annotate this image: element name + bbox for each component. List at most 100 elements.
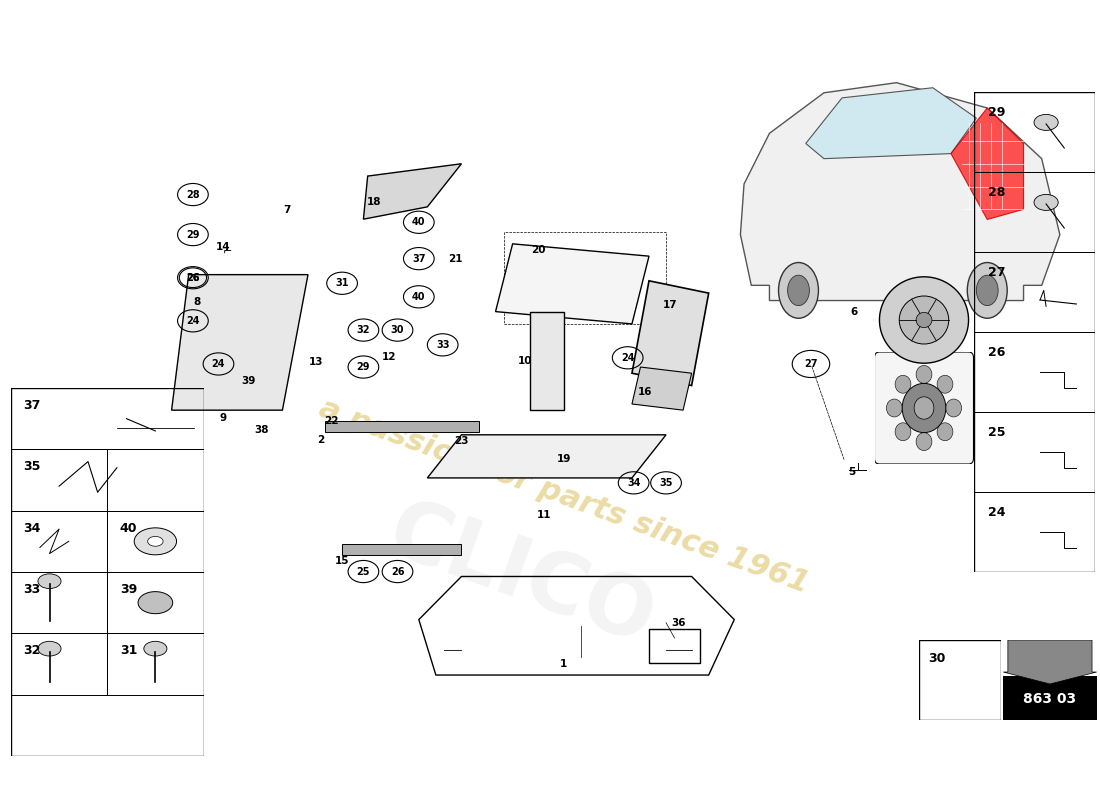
Circle shape [916, 433, 932, 450]
Circle shape [895, 375, 911, 394]
Circle shape [788, 275, 810, 306]
Text: 29: 29 [988, 106, 1005, 119]
Text: 26: 26 [186, 273, 200, 282]
Bar [11, 450, 204, 510]
Circle shape [779, 262, 818, 318]
Text: 18: 18 [367, 197, 382, 207]
Text: 26: 26 [390, 566, 405, 577]
Text: 11: 11 [537, 510, 551, 520]
Text: 5: 5 [848, 466, 856, 477]
Polygon shape [805, 88, 977, 158]
Text: 6: 6 [850, 306, 857, 317]
Text: 33: 33 [436, 340, 450, 350]
Text: 24: 24 [186, 316, 200, 326]
Text: 29: 29 [356, 362, 371, 372]
Polygon shape [740, 82, 1059, 301]
Text: 40: 40 [412, 292, 426, 302]
Text: 38: 38 [254, 425, 268, 435]
Circle shape [37, 574, 62, 589]
Text: 24: 24 [211, 359, 226, 369]
Text: 14: 14 [216, 242, 230, 252]
Text: 12: 12 [382, 352, 396, 362]
Circle shape [1034, 194, 1058, 210]
Bar [108, 572, 204, 634]
Text: 32: 32 [23, 644, 41, 658]
FancyBboxPatch shape [874, 352, 974, 464]
Bar [326, 421, 478, 432]
Text: CLICO: CLICO [377, 491, 666, 662]
Text: 40: 40 [120, 522, 138, 534]
Text: 26: 26 [186, 273, 200, 282]
Bar [108, 634, 204, 694]
Bar [11, 634, 108, 694]
Text: 863 03: 863 03 [1023, 692, 1077, 706]
Bar [974, 252, 1094, 332]
Circle shape [147, 537, 163, 546]
Circle shape [895, 422, 911, 441]
Bar [108, 510, 204, 572]
Bar [974, 172, 1094, 252]
Text: 31: 31 [336, 278, 349, 288]
Bar [974, 492, 1094, 572]
Circle shape [880, 277, 968, 363]
Bar [342, 544, 462, 555]
Text: 26: 26 [988, 346, 1005, 359]
Polygon shape [172, 274, 308, 410]
Text: 27: 27 [988, 266, 1005, 279]
Text: 20: 20 [531, 245, 546, 255]
Circle shape [914, 397, 934, 419]
Text: 25: 25 [988, 426, 1005, 439]
Text: 23: 23 [454, 436, 469, 446]
Circle shape [134, 528, 176, 555]
Polygon shape [530, 311, 563, 410]
Text: 21: 21 [448, 254, 463, 264]
Bar [974, 92, 1094, 172]
Text: 30: 30 [390, 325, 405, 335]
Polygon shape [950, 108, 1023, 219]
Circle shape [937, 422, 953, 441]
Text: 8: 8 [194, 298, 201, 307]
Bar [11, 572, 108, 634]
Text: 15: 15 [334, 556, 350, 566]
Text: 1: 1 [560, 659, 568, 669]
Text: 37: 37 [412, 254, 426, 264]
Bar [974, 412, 1094, 492]
Text: 31: 31 [120, 644, 138, 658]
Text: 32: 32 [356, 325, 371, 335]
Circle shape [902, 383, 946, 433]
Bar [11, 510, 108, 572]
Text: 28: 28 [186, 190, 200, 199]
Text: 9: 9 [219, 413, 227, 422]
Text: 34: 34 [627, 478, 640, 488]
Text: 35: 35 [23, 460, 41, 474]
Circle shape [916, 312, 932, 328]
Text: 40: 40 [412, 218, 426, 227]
Circle shape [139, 592, 173, 614]
Text: 27: 27 [804, 359, 817, 369]
Text: 2: 2 [317, 434, 324, 445]
Bar [974, 332, 1094, 412]
Text: 25: 25 [356, 566, 371, 577]
Text: 16: 16 [638, 386, 652, 397]
Text: 37: 37 [23, 399, 41, 412]
Polygon shape [495, 244, 649, 324]
Circle shape [887, 399, 902, 417]
Text: 39: 39 [120, 583, 138, 596]
Polygon shape [363, 164, 462, 219]
Circle shape [977, 275, 998, 306]
Text: 24: 24 [620, 353, 635, 363]
Polygon shape [631, 367, 692, 410]
Circle shape [37, 642, 62, 656]
Polygon shape [1003, 640, 1097, 684]
Text: 10: 10 [518, 356, 532, 366]
Text: 39: 39 [241, 375, 255, 386]
Text: a passion for parts since 1961: a passion for parts since 1961 [315, 394, 813, 599]
Circle shape [946, 399, 961, 417]
Text: 13: 13 [309, 357, 323, 367]
Text: 17: 17 [663, 301, 678, 310]
Text: 29: 29 [186, 230, 200, 240]
Bar [11, 388, 204, 450]
Text: ⌐: ⌐ [222, 248, 232, 258]
Circle shape [1034, 114, 1058, 130]
Polygon shape [427, 435, 666, 478]
